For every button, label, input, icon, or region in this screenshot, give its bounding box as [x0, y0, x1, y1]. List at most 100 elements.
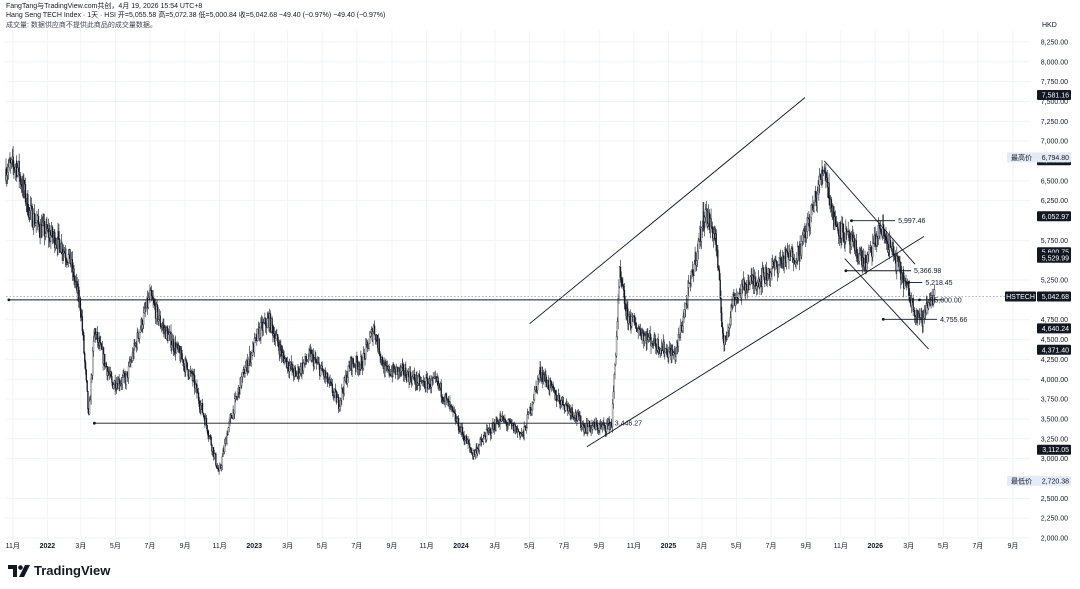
candle-body: [156, 304, 158, 308]
candle-body: [158, 319, 160, 322]
price-label[interactable]: 5,529.99: [1037, 252, 1071, 263]
candle: [440, 379, 442, 403]
candle-body: [479, 439, 481, 446]
price-label[interactable]: 7,581.16: [1037, 89, 1071, 100]
candle-body: [743, 279, 745, 283]
candle: [336, 391, 338, 403]
candle-body: [647, 337, 650, 341]
candle-body: [216, 465, 218, 469]
trend-channel-line[interactable]: [586, 235, 925, 448]
low-price-marker[interactable]: 最低价 2,720.38: [1007, 475, 1071, 486]
price-label[interactable]: 4,640.24: [1037, 323, 1071, 334]
candle: [227, 427, 230, 436]
candle-body: [121, 377, 123, 385]
candle-body: [277, 334, 279, 343]
price-label[interactable]: 4,371.40: [1037, 344, 1071, 355]
candle: [696, 260, 698, 271]
level-anchor-dot[interactable]: [7, 298, 11, 302]
candle-body: [441, 396, 443, 398]
candle-body: [575, 412, 577, 419]
candle: [464, 435, 466, 446]
candle-body: [566, 403, 568, 406]
candle-body: [545, 374, 547, 382]
candle: [64, 245, 66, 268]
time-axis-label: 2023: [246, 543, 262, 550]
candle: [293, 365, 296, 381]
level-anchor-dot[interactable]: [93, 421, 96, 425]
level-anchor-dot[interactable]: [918, 298, 921, 302]
candle-body: [756, 282, 759, 286]
candle-body: [369, 336, 371, 344]
level-anchor-dot[interactable]: [907, 281, 911, 284]
candle-body: [347, 365, 349, 378]
level-anchor-dot[interactable]: [844, 269, 848, 273]
extreme-title: 最低价: [1011, 476, 1032, 485]
candle-body: [836, 224, 838, 228]
candle: [481, 433, 483, 447]
candle-body: [552, 384, 554, 388]
high-price-marker[interactable]: 最高价 6,794.80: [1007, 152, 1071, 163]
candle: [872, 233, 874, 262]
candle: [130, 355, 132, 368]
candle-body: [395, 366, 397, 375]
candle: [98, 332, 100, 349]
candle: [687, 280, 689, 310]
price-axis[interactable]: 8,250.00 8,000.00 7,750.00 7,500.00 7,250.00…: [1005, 39, 1071, 543]
price-label[interactable]: 6,052.97: [1037, 211, 1071, 222]
candle: [454, 409, 457, 425]
candle-body: [851, 234, 853, 240]
candle: [463, 430, 465, 445]
trend-channel-line[interactable]: [529, 97, 806, 325]
candle: [337, 394, 340, 413]
candle: [627, 300, 629, 330]
candle-body: [142, 312, 145, 325]
candle-body: [210, 437, 212, 446]
candle-body: [100, 342, 102, 345]
candle-body: [481, 439, 483, 442]
candle-body: [67, 254, 70, 263]
candle-body: [669, 347, 672, 351]
candle: [774, 256, 776, 271]
candle: [452, 404, 454, 417]
candles[interactable]: [5, 146, 936, 475]
candle-body: [893, 246, 895, 256]
candle: [145, 299, 147, 313]
candle-body: [700, 227, 703, 242]
candle-body: [396, 366, 398, 368]
symbol-ohlc-legend[interactable]: Hang Seng TECH Index · 1天 · HSI 开=5,055.…: [6, 12, 386, 19]
tradingview-brand[interactable]: TradingView: [8, 563, 110, 578]
current-price-label[interactable]: 5,042.68: [1037, 291, 1071, 302]
candle-body: [710, 218, 712, 227]
candle-body: [461, 427, 464, 435]
candle-body: [274, 338, 276, 342]
candle: [210, 435, 212, 446]
candle-body: [688, 283, 690, 288]
candle: [588, 420, 591, 432]
candle-body: [14, 166, 17, 170]
drawings[interactable]: 3,446.27 5,997.46 5,366.98 5,218.45 5,000.00…: [6, 97, 1005, 448]
trend-channel-line[interactable]: [823, 160, 916, 265]
price-label[interactable]: 3,112.05: [1037, 444, 1071, 455]
level-anchor-dot[interactable]: [881, 317, 885, 321]
level-anchor-dot[interactable]: [850, 219, 853, 223]
current-symbol-tag[interactable]: HSTECH: [1005, 291, 1036, 302]
candle: [416, 371, 418, 391]
time-axis[interactable]: 11月 2022 3月 5月 7月 9月 11月 2023 3月 5月 7月 9月 11月 2024 3月 5…: [6, 542, 1019, 550]
candle-body: [220, 465, 223, 468]
trend-channel-line[interactable]: [844, 258, 929, 350]
candle: [719, 273, 721, 300]
candle: [327, 372, 329, 388]
candle-body: [149, 290, 151, 299]
candle: [823, 163, 825, 173]
price-label-text: 4,640.24: [1042, 326, 1069, 333]
candle-body: [772, 261, 775, 266]
candle-body: [868, 249, 870, 255]
candle: [490, 432, 492, 440]
candle-body: [717, 249, 719, 269]
candle: [186, 362, 188, 371]
candle: [497, 419, 500, 428]
candle: [425, 374, 427, 393]
candle: [526, 408, 529, 429]
price-label-text: 4,371.40: [1042, 347, 1069, 354]
